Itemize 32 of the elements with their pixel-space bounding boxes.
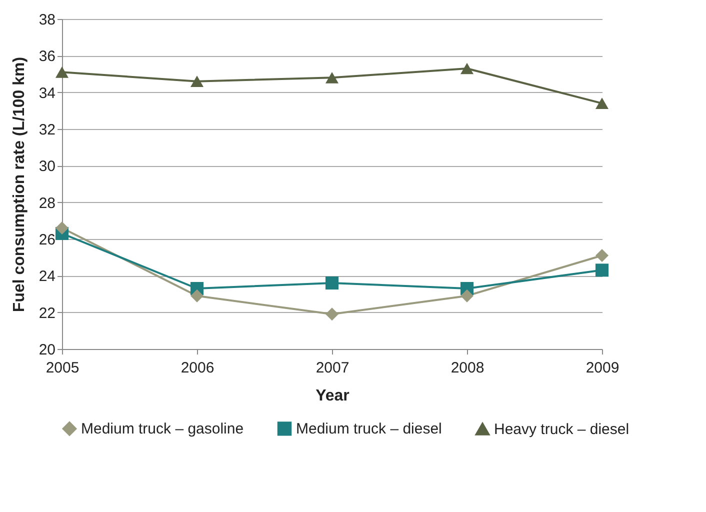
- y-axis-title: Fuel consumption rate (L/100 km): [10, 56, 28, 312]
- y-tick-label: 28: [38, 194, 56, 212]
- x-tick-label: 2007: [316, 360, 350, 376]
- legend-label: Medium truck – diesel: [296, 420, 442, 438]
- y-tick-label: 24: [38, 268, 56, 286]
- y-tick-label: 38: [38, 12, 56, 28]
- point: [55, 66, 69, 78]
- point: [55, 221, 69, 235]
- y-tick-label: 32: [38, 122, 56, 138]
- point: [325, 308, 339, 321]
- y-tick-label: 26: [38, 232, 56, 248]
- point: [460, 289, 474, 302]
- point: [325, 72, 339, 84]
- y-tick-label: 30: [38, 158, 56, 176]
- y-tick-label: 22: [38, 304, 56, 322]
- legend-label: Medium truck – gasoline: [81, 420, 244, 438]
- x-tick-label: 2005: [46, 360, 80, 376]
- point: [595, 264, 609, 277]
- x-axis-title: Year: [316, 388, 350, 404]
- point: [190, 289, 204, 302]
- y-tick-label: 34: [38, 84, 56, 102]
- y-tick-label: 20: [38, 342, 56, 358]
- y-tick-label: 36: [38, 48, 56, 66]
- point: [460, 62, 474, 74]
- x-tick-label: 2009: [586, 360, 620, 376]
- point: [595, 248, 609, 262]
- point: [190, 76, 204, 87]
- legend-label: Heavy truck – diesel: [494, 421, 630, 438]
- x-tick-label: 2006: [180, 360, 214, 376]
- x-tick-label: 2008: [450, 360, 484, 376]
- point: [595, 98, 609, 109]
- point: [325, 276, 339, 290]
